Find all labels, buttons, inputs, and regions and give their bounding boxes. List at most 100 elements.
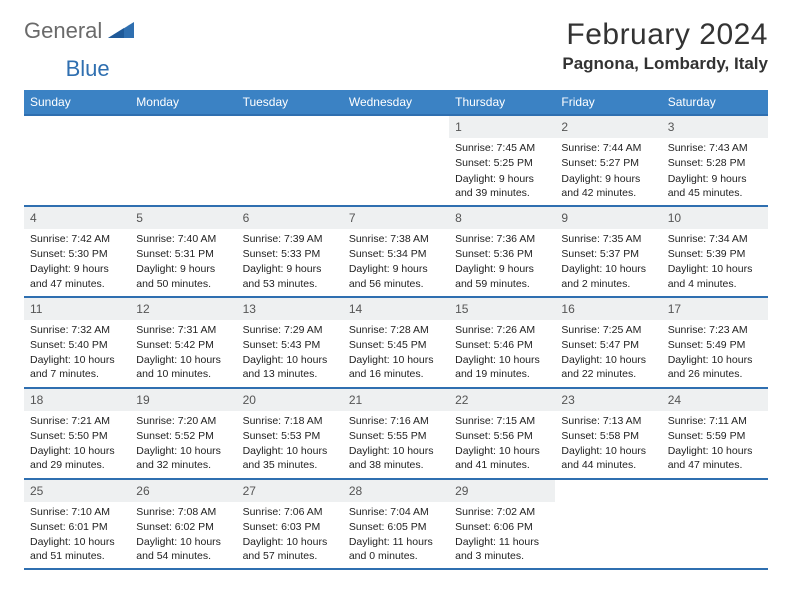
daylight-line: Daylight: 10 hours and 44 minutes.: [561, 444, 655, 472]
empty-cell: [343, 115, 449, 206]
daylight-line: Daylight: 10 hours and 13 minutes.: [243, 353, 337, 381]
day-number: 8: [449, 207, 555, 229]
brand-part1: General: [24, 18, 102, 44]
sunset-line: Sunset: 6:01 PM: [30, 520, 124, 534]
sunrise-line: Sunrise: 7:44 AM: [561, 141, 655, 155]
daylight-line: Daylight: 9 hours and 53 minutes.: [243, 262, 337, 290]
daylight-line: Daylight: 10 hours and 32 minutes.: [136, 444, 230, 472]
daylight-line: Daylight: 11 hours and 0 minutes.: [349, 535, 443, 563]
day-number: 5: [130, 207, 236, 229]
day-number: 29: [449, 480, 555, 502]
daylight-line: Daylight: 10 hours and 51 minutes.: [30, 535, 124, 563]
sunset-line: Sunset: 5:49 PM: [668, 338, 762, 352]
sunset-line: Sunset: 5:30 PM: [30, 247, 124, 261]
title-block: February 2024 Pagnona, Lombardy, Italy: [562, 18, 768, 74]
sunset-line: Sunset: 5:39 PM: [668, 247, 762, 261]
sunrise-line: Sunrise: 7:08 AM: [136, 505, 230, 519]
daylight-line: Daylight: 10 hours and 29 minutes.: [30, 444, 124, 472]
sunset-line: Sunset: 6:06 PM: [455, 520, 549, 534]
day-cell: 24Sunrise: 7:11 AMSunset: 5:59 PMDayligh…: [662, 388, 768, 479]
day-cell: 14Sunrise: 7:28 AMSunset: 5:45 PMDayligh…: [343, 297, 449, 388]
empty-cell: [662, 479, 768, 569]
day-number: 3: [662, 116, 768, 138]
sunset-line: Sunset: 5:33 PM: [243, 247, 337, 261]
week-row: 25Sunrise: 7:10 AMSunset: 6:01 PMDayligh…: [24, 479, 768, 569]
sunset-line: Sunset: 5:56 PM: [455, 429, 549, 443]
day-number: 9: [555, 207, 661, 229]
weekday-header: Sunday: [24, 90, 130, 115]
day-number: 10: [662, 207, 768, 229]
day-body: Sunrise: 7:44 AMSunset: 5:27 PMDaylight:…: [555, 138, 661, 205]
daylight-line: Daylight: 9 hours and 50 minutes.: [136, 262, 230, 290]
day-cell: 7Sunrise: 7:38 AMSunset: 5:34 PMDaylight…: [343, 206, 449, 297]
week-row: 18Sunrise: 7:21 AMSunset: 5:50 PMDayligh…: [24, 388, 768, 479]
day-number: 6: [237, 207, 343, 229]
day-body: Sunrise: 7:10 AMSunset: 6:01 PMDaylight:…: [24, 502, 130, 569]
weekday-header: Saturday: [662, 90, 768, 115]
daylight-line: Daylight: 10 hours and 22 minutes.: [561, 353, 655, 381]
sunset-line: Sunset: 5:28 PM: [668, 156, 762, 170]
day-cell: 28Sunrise: 7:04 AMSunset: 6:05 PMDayligh…: [343, 479, 449, 569]
daylight-line: Daylight: 10 hours and 47 minutes.: [668, 444, 762, 472]
daylight-line: Daylight: 9 hours and 47 minutes.: [30, 262, 124, 290]
daylight-line: Daylight: 10 hours and 35 minutes.: [243, 444, 337, 472]
day-cell: 9Sunrise: 7:35 AMSunset: 5:37 PMDaylight…: [555, 206, 661, 297]
day-number: 14: [343, 298, 449, 320]
calendar-body: 1Sunrise: 7:45 AMSunset: 5:25 PMDaylight…: [24, 115, 768, 568]
sunrise-line: Sunrise: 7:34 AM: [668, 232, 762, 246]
weekday-header: Friday: [555, 90, 661, 115]
sunset-line: Sunset: 5:42 PM: [136, 338, 230, 352]
day-cell: 10Sunrise: 7:34 AMSunset: 5:39 PMDayligh…: [662, 206, 768, 297]
sunrise-line: Sunrise: 7:32 AM: [30, 323, 124, 337]
sunset-line: Sunset: 5:34 PM: [349, 247, 443, 261]
daylight-line: Daylight: 10 hours and 54 minutes.: [136, 535, 230, 563]
day-number: 28: [343, 480, 449, 502]
sunset-line: Sunset: 5:25 PM: [455, 156, 549, 170]
day-cell: 23Sunrise: 7:13 AMSunset: 5:58 PMDayligh…: [555, 388, 661, 479]
day-number: 7: [343, 207, 449, 229]
sunrise-line: Sunrise: 7:38 AM: [349, 232, 443, 246]
day-number: 2: [555, 116, 661, 138]
day-number: 20: [237, 389, 343, 411]
day-body: Sunrise: 7:11 AMSunset: 5:59 PMDaylight:…: [662, 411, 768, 478]
day-body: Sunrise: 7:36 AMSunset: 5:36 PMDaylight:…: [449, 229, 555, 296]
day-body: Sunrise: 7:35 AMSunset: 5:37 PMDaylight:…: [555, 229, 661, 296]
month-title: February 2024: [562, 18, 768, 52]
day-cell: 2Sunrise: 7:44 AMSunset: 5:27 PMDaylight…: [555, 115, 661, 206]
day-body: Sunrise: 7:13 AMSunset: 5:58 PMDaylight:…: [555, 411, 661, 478]
sunset-line: Sunset: 5:50 PM: [30, 429, 124, 443]
brand-logo: General: [24, 18, 136, 44]
day-number: 12: [130, 298, 236, 320]
weekday-header: Tuesday: [237, 90, 343, 115]
day-cell: 16Sunrise: 7:25 AMSunset: 5:47 PMDayligh…: [555, 297, 661, 388]
sunrise-line: Sunrise: 7:40 AM: [136, 232, 230, 246]
weekday-header: Wednesday: [343, 90, 449, 115]
day-cell: 27Sunrise: 7:06 AMSunset: 6:03 PMDayligh…: [237, 479, 343, 569]
day-body: Sunrise: 7:40 AMSunset: 5:31 PMDaylight:…: [130, 229, 236, 296]
daylight-line: Daylight: 10 hours and 7 minutes.: [30, 353, 124, 381]
day-number: 11: [24, 298, 130, 320]
sunset-line: Sunset: 5:52 PM: [136, 429, 230, 443]
sunset-line: Sunset: 5:31 PM: [136, 247, 230, 261]
daylight-line: Daylight: 11 hours and 3 minutes.: [455, 535, 549, 563]
empty-cell: [555, 479, 661, 569]
day-cell: 3Sunrise: 7:43 AMSunset: 5:28 PMDaylight…: [662, 115, 768, 206]
day-cell: 29 Sunrise: 7:02 AMSunset: 6:06 PMDayligh…: [449, 479, 555, 569]
day-body: Sunrise: 7:42 AMSunset: 5:30 PMDaylight:…: [24, 229, 130, 296]
day-body: Sunrise: 7:18 AMSunset: 5:53 PMDaylight:…: [237, 411, 343, 478]
day-body: Sunrise: 7:43 AMSunset: 5:28 PMDaylight:…: [662, 138, 768, 205]
day-body: Sunrise: 7:28 AMSunset: 5:45 PMDaylight:…: [343, 320, 449, 387]
sunrise-line: Sunrise: 7:02 AM: [455, 505, 549, 519]
day-cell: 17Sunrise: 7:23 AMSunset: 5:49 PMDayligh…: [662, 297, 768, 388]
day-body: Sunrise: 7:26 AMSunset: 5:46 PMDaylight:…: [449, 320, 555, 387]
day-number: 16: [555, 298, 661, 320]
day-cell: 6Sunrise: 7:39 AMSunset: 5:33 PMDaylight…: [237, 206, 343, 297]
sunset-line: Sunset: 5:37 PM: [561, 247, 655, 261]
sunrise-line: Sunrise: 7:25 AM: [561, 323, 655, 337]
day-body: Sunrise: 7:34 AMSunset: 5:39 PMDaylight:…: [662, 229, 768, 296]
sunrise-line: Sunrise: 7:42 AM: [30, 232, 124, 246]
day-number: 15: [449, 298, 555, 320]
sunset-line: Sunset: 6:03 PM: [243, 520, 337, 534]
day-body: Sunrise: 7:15 AMSunset: 5:56 PMDaylight:…: [449, 411, 555, 478]
sunset-line: Sunset: 5:43 PM: [243, 338, 337, 352]
